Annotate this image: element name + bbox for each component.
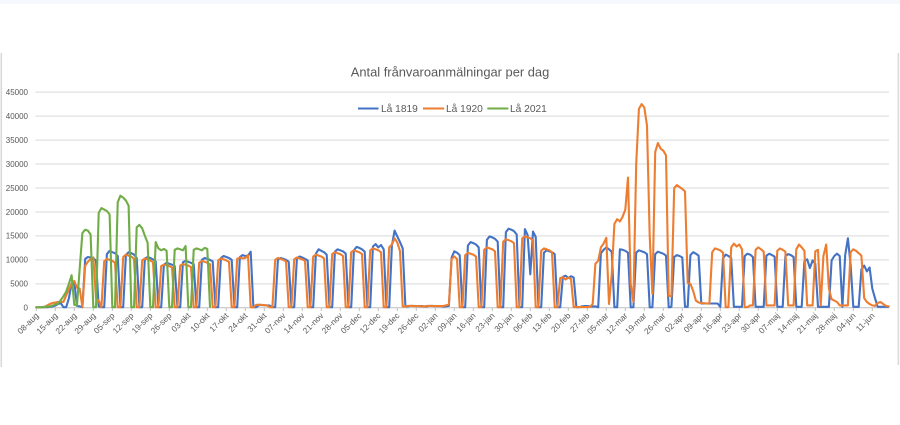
svg-text:15000: 15000 [6, 232, 29, 241]
svg-text:Lå 2021: Lå 2021 [510, 103, 547, 115]
svg-text:02-jan: 02-jan [416, 310, 440, 334]
svg-text:Lå 1920: Lå 1920 [446, 103, 483, 115]
svg-text:10-okt: 10-okt [188, 310, 212, 334]
svg-text:11-jun: 11-jun [854, 310, 877, 333]
svg-text:35000: 35000 [6, 136, 29, 145]
svg-text:Lå 1819: Lå 1819 [381, 103, 418, 115]
svg-text:02-apr: 02-apr [662, 310, 686, 334]
svg-text:5000: 5000 [10, 280, 28, 289]
svg-text:24-okt: 24-okt [226, 310, 250, 334]
svg-text:40000: 40000 [6, 112, 29, 121]
svg-text:04-jun: 04-jun [834, 310, 858, 334]
svg-text:23-jan: 23-jan [473, 310, 497, 334]
svg-text:45000: 45000 [6, 88, 29, 97]
svg-text:30-jan: 30-jan [492, 310, 516, 334]
svg-text:30000: 30000 [6, 160, 29, 169]
svg-text:16-apr: 16-apr [700, 310, 724, 334]
svg-text:0: 0 [24, 304, 29, 313]
svg-text:23-apr: 23-apr [719, 310, 743, 334]
svg-text:25000: 25000 [6, 184, 29, 193]
svg-text:13-feb: 13-feb [530, 310, 554, 334]
svg-text:17-okt: 17-okt [207, 310, 231, 334]
svg-text:06-feb: 06-feb [511, 310, 535, 334]
svg-text:10000: 10000 [6, 256, 29, 265]
svg-text:16-jan: 16-jan [454, 310, 478, 334]
svg-text:28-maj: 28-maj [814, 310, 839, 335]
svg-text:26-sep: 26-sep [149, 310, 174, 335]
svg-text:09-jan: 09-jan [435, 310, 459, 334]
svg-text:26-dec: 26-dec [396, 311, 421, 336]
svg-text:20000: 20000 [6, 208, 29, 217]
svg-text:Antal frånvaroanmälningar per: Antal frånvaroanmälningar per dag [351, 65, 550, 80]
svg-text:26-mar: 26-mar [642, 310, 668, 336]
svg-text:20-feb: 20-feb [549, 310, 573, 334]
svg-text:09-apr: 09-apr [681, 310, 705, 334]
svg-text:03-okt: 03-okt [169, 310, 193, 334]
